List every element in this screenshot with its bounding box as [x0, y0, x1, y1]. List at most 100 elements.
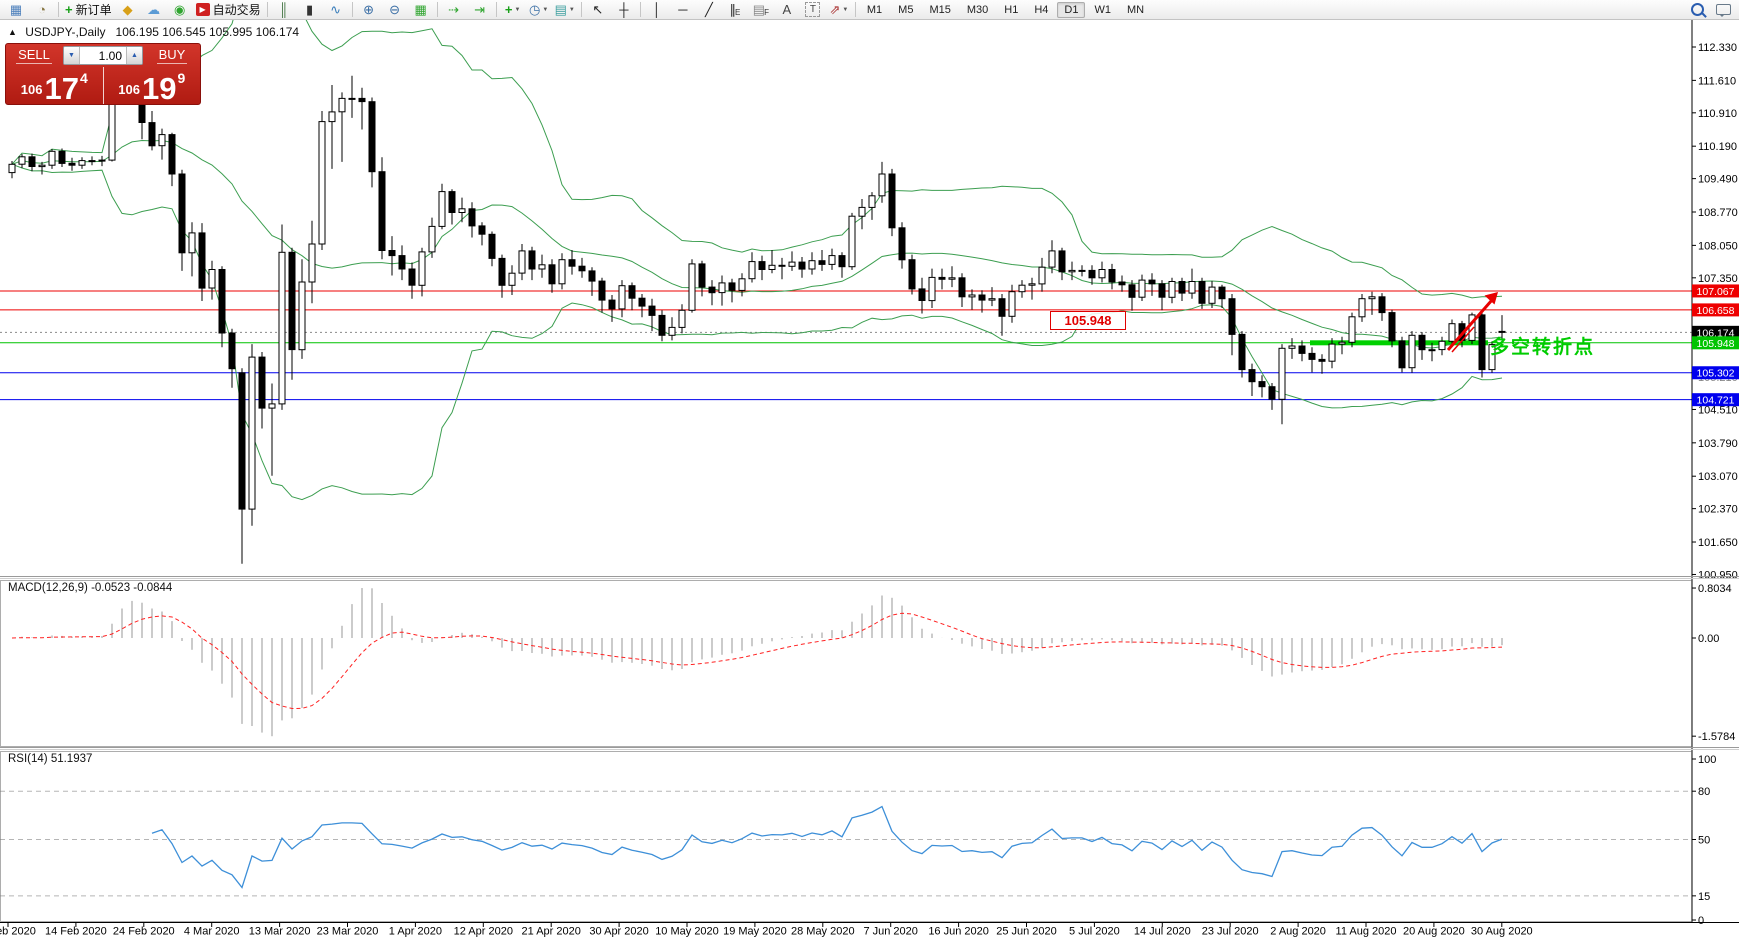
text-label-button[interactable]: T — [800, 0, 826, 19]
candle-body — [998, 298, 1006, 317]
templates-button[interactable]: ▤ ▼ — [552, 0, 578, 19]
candle-body — [98, 159, 106, 162]
bar-chart-button[interactable]: ║ — [271, 0, 297, 19]
candle-body — [778, 264, 786, 267]
fibonacci-button[interactable]: ▤ F — [748, 0, 774, 19]
candle-body — [188, 232, 196, 254]
trend-arrow[interactable] — [1446, 292, 1498, 353]
chat-button[interactable] — [1710, 0, 1736, 19]
candle-body — [28, 156, 36, 168]
timeframe-h4-button[interactable]: H4 — [1034, 3, 1049, 16]
trendline-button[interactable]: ╱ — [696, 0, 722, 19]
candle-body — [418, 251, 426, 286]
zoom-out-button[interactable]: ⊖ — [382, 0, 408, 19]
candle-body — [1008, 291, 1016, 317]
candle-body — [598, 280, 606, 301]
price-tick-label: 102.370 — [1698, 504, 1738, 516]
candle-body — [1258, 381, 1266, 388]
macd-indicator-label: MACD(12,26,9) -0.0523 -0.0844 — [8, 582, 173, 594]
time-axis-label: 20 Aug 2020 — [1403, 926, 1465, 938]
candle-body — [208, 269, 216, 289]
indicators-button[interactable]: + ▼ — [500, 0, 526, 19]
rsi-axis-label: 0 — [1698, 915, 1704, 927]
buy-button[interactable]: BUY — [156, 47, 188, 64]
tile-windows-icon: ▦ — [414, 2, 427, 17]
buy-price[interactable]: 106 19 9 — [104, 67, 201, 104]
candlestick-chart-button[interactable]: ▮ — [297, 0, 323, 19]
arrows-dropdown[interactable]: ▼ — [842, 6, 849, 13]
timeframe-d1-button[interactable]: D1 — [1057, 1, 1086, 18]
candle-body — [158, 134, 166, 147]
charts-window-button[interactable]: ▦ — [3, 0, 29, 19]
vertical-line-button[interactable]: │ — [644, 0, 670, 19]
candle-body — [1388, 312, 1396, 342]
candle-body — [1278, 347, 1286, 400]
macd-signal-line — [11, 612, 1503, 710]
candle-body — [48, 150, 56, 166]
price-level-badge — [1692, 366, 1739, 380]
support-price-annotation[interactable]: 105.948 — [1050, 311, 1126, 330]
time-axis-label: 28 May 2020 — [791, 926, 855, 938]
candle-body — [1058, 250, 1066, 273]
timeframe-h1-button[interactable]: H1 — [1004, 3, 1019, 16]
volume-decrease-button[interactable]: ▼ — [64, 47, 80, 64]
tile-windows-button[interactable]: ▦ — [408, 0, 434, 19]
sell-price[interactable]: 106 17 4 — [6, 67, 104, 104]
price-level-badge — [1692, 336, 1739, 350]
price-level-value: 104.721 — [1697, 395, 1735, 407]
rsi-line — [151, 805, 1503, 889]
strategy-tester-button[interactable]: ◔ — [29, 0, 55, 19]
search-button[interactable] — [1684, 0, 1710, 19]
volume-increase-button[interactable]: ▲ — [126, 47, 142, 64]
line-chart-button[interactable]: ∿ — [323, 0, 349, 19]
candle-body — [318, 121, 326, 245]
collapse-icon[interactable]: ▲ — [8, 27, 17, 37]
arrows-button[interactable]: ⇗ ▼ — [826, 0, 852, 19]
indicators-dropdown[interactable]: ▼ — [514, 6, 521, 13]
autotrade-button[interactable]: ▶ 自动交易 — [193, 0, 264, 19]
rsi-indicator-label: RSI(14) 51.1937 — [8, 753, 93, 765]
strategy-tester-icon: ◔ — [38, 2, 46, 17]
periods-button[interactable]: ◷ ▼ — [526, 0, 552, 19]
price-level-badge — [1692, 284, 1739, 298]
equidistant-channel-button[interactable]: ∥ E — [722, 0, 748, 19]
volume-stepper: ▼ 1.00 ▲ — [63, 46, 143, 65]
auto-scroll-button[interactable]: ⇢ — [441, 0, 467, 19]
time-axis-label: 7 Jun 2020 — [863, 926, 917, 938]
timeframe-m15-button[interactable]: M15 — [929, 3, 951, 16]
signals-button[interactable]: ◉ — [167, 0, 193, 19]
timeframe-m5-button[interactable]: M5 — [898, 3, 914, 16]
candle-body — [278, 251, 286, 405]
volume-input[interactable]: 1.00 — [98, 48, 122, 63]
candle-body — [1308, 352, 1316, 360]
candle-body — [858, 206, 866, 217]
price-axis[interactable]: 112.330 111.610 110.910 110.190 109.490 108.7… — [1691, 20, 1739, 927]
zoom-in-button[interactable]: ⊕ — [356, 0, 382, 19]
sell-button[interactable]: SELL — [16, 47, 52, 64]
candle-body — [1108, 269, 1116, 283]
mql5-cloud-icon: ☁ — [147, 2, 161, 17]
trendline-icon: ╱ — [704, 2, 713, 17]
crosshair-button[interactable]: ┼ — [611, 0, 637, 19]
time-axis[interactable]: 5 Feb 2020 14 Feb 2020 24 Feb 2020 4 Mar 20… — [0, 922, 1739, 938]
candle-body — [478, 225, 486, 235]
mql5-cloud-button[interactable]: ☁ — [141, 0, 167, 19]
new-order-button[interactable]: + 新订单 — [62, 0, 115, 19]
periods-dropdown[interactable]: ▼ — [542, 6, 549, 13]
timeframe-m1-button[interactable]: M1 — [866, 3, 883, 16]
templates-dropdown[interactable]: ▼ — [568, 6, 575, 13]
macd-axis-label: 0.8034 — [1698, 583, 1732, 595]
timeframe-mn-button[interactable]: MN — [1126, 3, 1145, 16]
chart-shift-button[interactable]: ⇥ — [467, 0, 493, 19]
turning-point-annotation[interactable]: 多空转折点 — [1490, 337, 1596, 358]
timeframe-m30-button[interactable]: M30 — [966, 3, 989, 16]
rsi-axis-label: 80 — [1698, 786, 1710, 798]
candle-body — [1158, 283, 1166, 298]
horizontal-line-button[interactable]: ─ — [670, 0, 696, 19]
candle-body — [578, 265, 586, 272]
timeframe-w1-button[interactable]: W1 — [1094, 3, 1111, 16]
metaeditor-button[interactable]: ◆ — [115, 0, 141, 19]
cursor-button[interactable]: ↖ — [585, 0, 611, 19]
text-button[interactable]: A — [774, 0, 800, 19]
